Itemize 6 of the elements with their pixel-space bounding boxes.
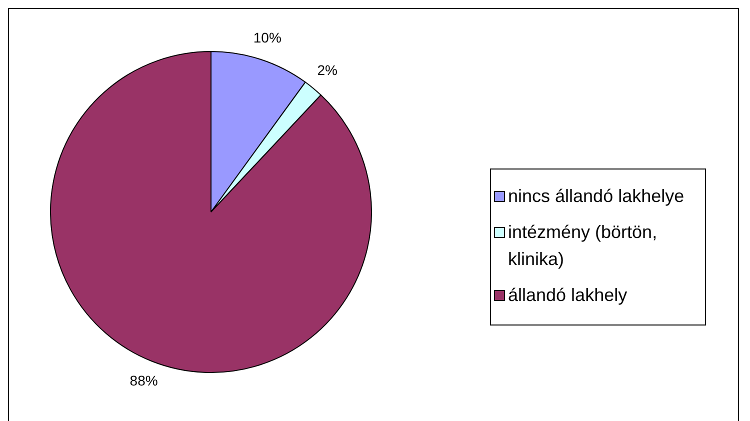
legend-label: nincs állandó lakhelye: [508, 186, 684, 206]
legend-label: állandó lakhely: [508, 284, 628, 305]
legend-label: intézmény (börtön, klinika): [508, 222, 658, 269]
data-label: 10%: [253, 29, 282, 46]
data-label: 2%: [317, 62, 338, 78]
data-label: 88%: [130, 372, 158, 389]
